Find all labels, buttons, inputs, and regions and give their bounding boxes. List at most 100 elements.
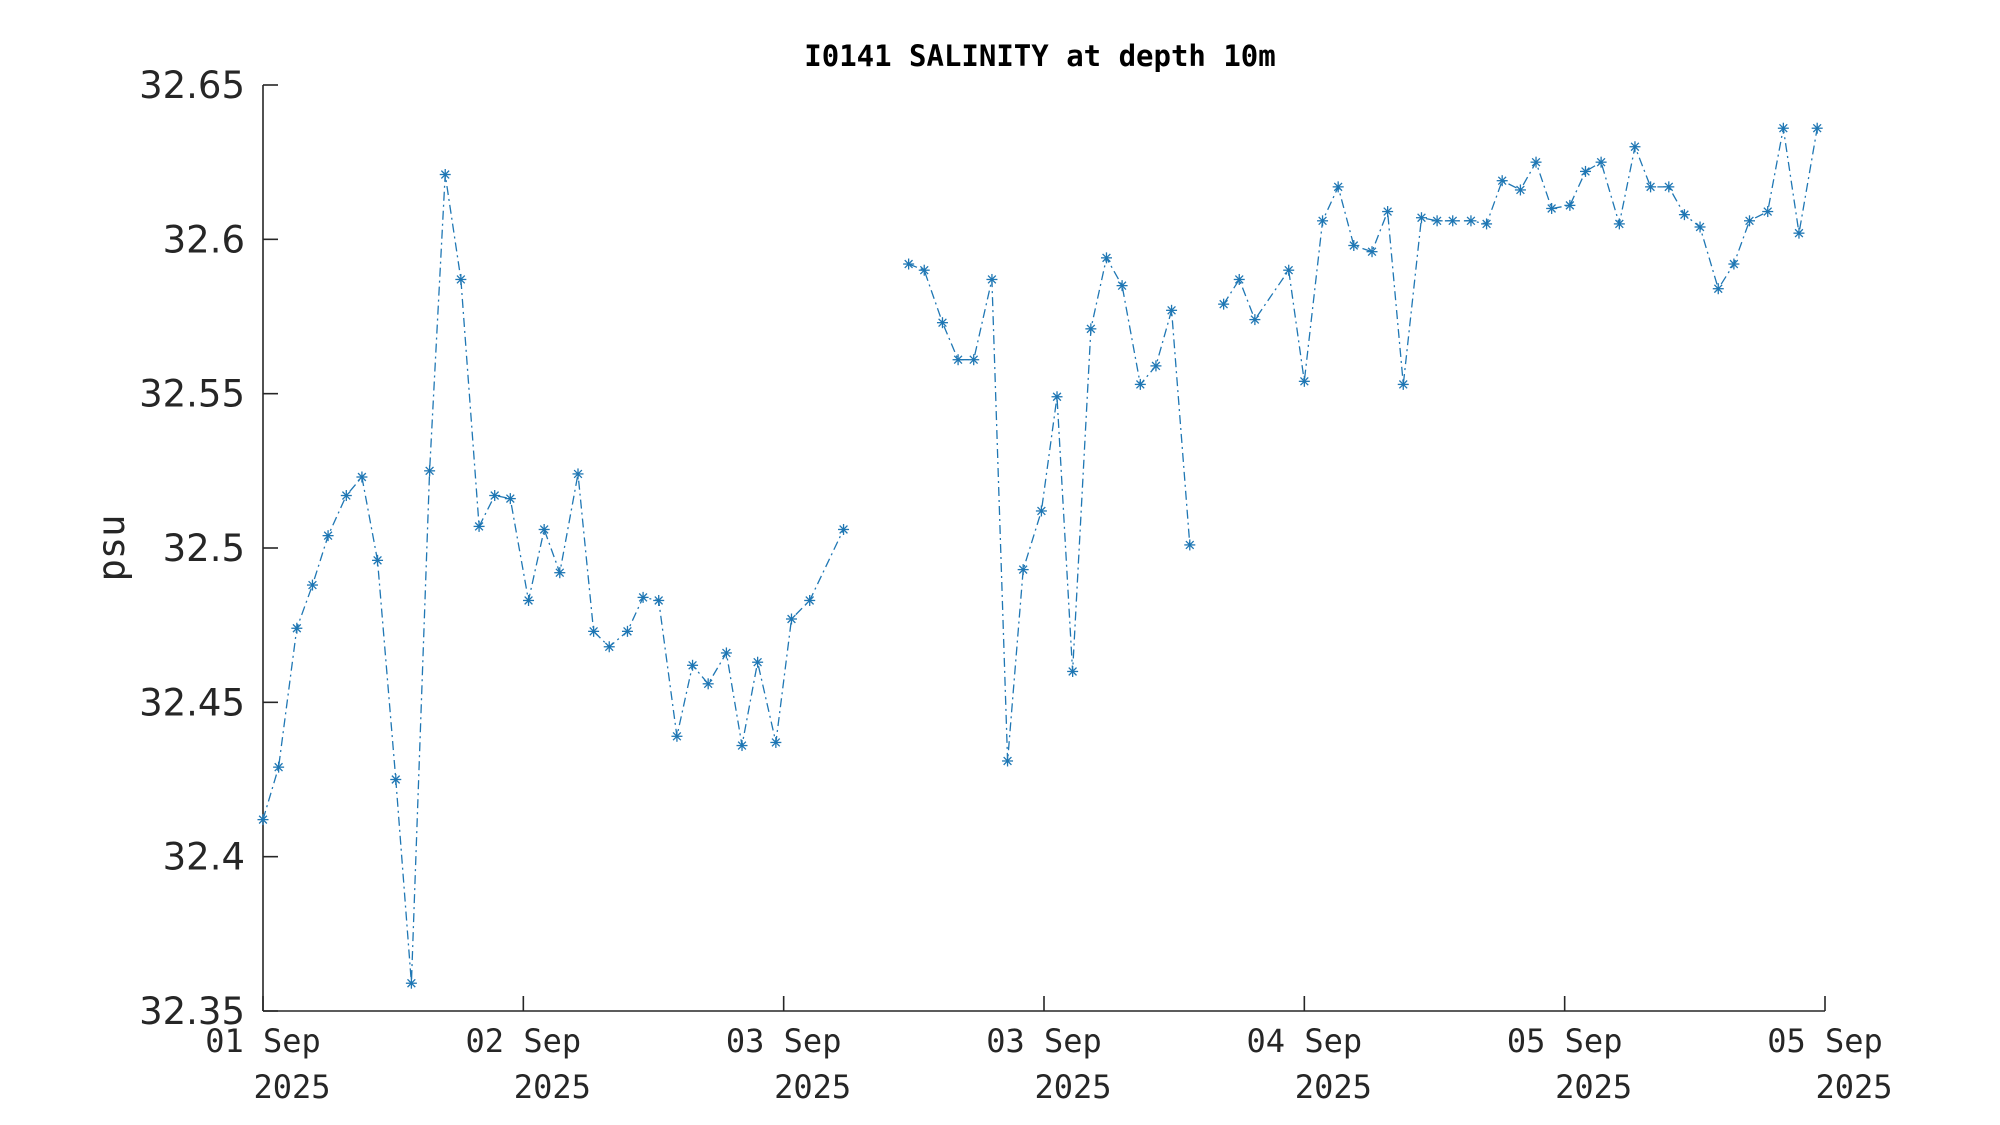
y-tick-label: 32.5 — [163, 527, 245, 570]
data-point — [572, 468, 584, 480]
data-point — [1447, 215, 1459, 227]
data-point — [952, 354, 964, 366]
data-point — [588, 625, 600, 637]
x-tick-label-day: 04 Sep — [1247, 1022, 1363, 1060]
data-point — [504, 493, 516, 505]
data-point — [968, 354, 980, 366]
x-tick-label-day: 01 Sep — [205, 1022, 321, 1060]
data-point — [1793, 227, 1805, 239]
data-point — [1233, 273, 1245, 285]
data-point — [390, 774, 402, 785]
data-point — [804, 594, 816, 606]
data-point — [1035, 505, 1047, 517]
data-point — [1067, 665, 1079, 677]
data-point — [702, 678, 714, 690]
data-point — [752, 656, 764, 668]
data-point — [736, 740, 748, 752]
data-point — [1465, 215, 1477, 227]
data-point — [424, 465, 436, 477]
data-point — [1744, 215, 1756, 227]
data-point — [1085, 323, 1097, 335]
data-point — [1762, 206, 1774, 218]
data-point — [1332, 181, 1344, 193]
data-point — [1397, 378, 1409, 390]
data-point — [1481, 218, 1493, 230]
data-point — [720, 647, 732, 659]
data-point — [1613, 218, 1625, 230]
data-series — [257, 122, 1823, 989]
x-tick-label-year: 2025 — [774, 1068, 851, 1106]
data-point — [1317, 215, 1329, 227]
data-point — [554, 567, 566, 579]
chart-title: I0141 SALINITY at depth 10m — [804, 39, 1275, 73]
data-point — [637, 591, 649, 603]
data-point — [1678, 209, 1690, 221]
data-point — [1629, 141, 1641, 153]
data-point — [986, 273, 998, 285]
data-point — [1249, 314, 1261, 326]
data-point — [918, 264, 930, 276]
data-point — [1546, 202, 1558, 214]
y-axis-ticks: 32.35 32.4 32.45 32.5 32.55 32.6 32.65 — [139, 64, 278, 1033]
x-tick-label-year: 2025 — [1034, 1068, 1111, 1106]
data-point — [291, 622, 303, 634]
data-point — [340, 490, 352, 502]
x-tick-label-day: 02 Sep — [466, 1022, 582, 1060]
data-point — [671, 730, 683, 742]
data-point — [306, 579, 318, 591]
data-point — [1694, 221, 1706, 233]
data-point — [322, 530, 334, 542]
data-point — [838, 523, 850, 535]
data-point — [1645, 181, 1657, 193]
x-tick-label-year: 2025 — [514, 1068, 591, 1106]
data-point — [1712, 283, 1724, 295]
data-point — [1184, 539, 1196, 551]
data-point — [903, 258, 915, 270]
data-point — [1728, 258, 1740, 270]
data-point — [538, 523, 550, 535]
data-point — [439, 169, 451, 181]
data-point — [603, 641, 615, 653]
x-tick-label-year: 2025 — [1815, 1068, 1892, 1106]
y-tick-label: 32.55 — [139, 373, 245, 416]
data-point — [1166, 304, 1178, 316]
data-point — [1595, 156, 1607, 168]
data-point — [1283, 264, 1295, 276]
y-tick-label: 32.45 — [139, 681, 245, 724]
data-point — [1017, 564, 1029, 576]
data-point — [1348, 240, 1360, 252]
x-tick-label-day: 03 Sep — [726, 1022, 842, 1060]
data-point — [936, 317, 948, 329]
data-point — [1116, 280, 1128, 292]
x-tick-label-year: 2025 — [1295, 1068, 1372, 1106]
data-point — [372, 554, 384, 566]
x-tick-label-year: 2025 — [253, 1068, 330, 1106]
x-tick-label-year: 2025 — [1555, 1068, 1632, 1106]
data-point — [1663, 181, 1675, 193]
data-point — [785, 613, 797, 625]
data-point — [1150, 360, 1162, 372]
data-point — [1366, 246, 1378, 258]
data-point — [1564, 199, 1576, 211]
x-axis-ticks: 01 Sep 2025 02 Sep 2025 03 Sep 2025 03 Sep 2025… — [205, 996, 1893, 1106]
x-tick-label-day: 05 Sep — [1507, 1022, 1623, 1060]
data-point — [1415, 212, 1427, 224]
data-point — [1777, 122, 1789, 134]
data-point — [1431, 215, 1443, 227]
data-point — [653, 594, 665, 606]
y-tick-label: 32.6 — [163, 218, 245, 261]
data-point — [1218, 298, 1230, 310]
y-axis-label: psu — [90, 515, 133, 582]
data-point — [621, 625, 633, 637]
data-point — [770, 736, 782, 748]
x-tick-label-day: 05 Sep — [1767, 1022, 1883, 1060]
data-point — [1530, 156, 1542, 168]
data-point — [489, 490, 501, 502]
data-point — [1579, 165, 1591, 177]
series-line — [262, 128, 1818, 984]
data-point — [1811, 122, 1823, 134]
data-point — [1298, 375, 1310, 387]
data-point — [1002, 755, 1014, 767]
data-point — [257, 814, 269, 826]
